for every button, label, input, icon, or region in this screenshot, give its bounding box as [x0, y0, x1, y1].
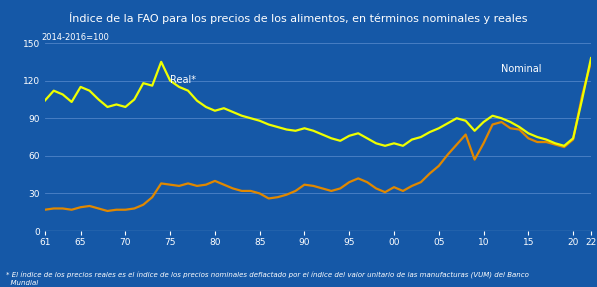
Text: * El índice de los precios reales es el índice de los precios nominales deflacta: * El índice de los precios reales es el …	[6, 272, 529, 286]
Text: 2014-2016=100: 2014-2016=100	[42, 33, 110, 42]
Text: Índice de la FAO para los precios de los alimentos, en términos nominales y real: Índice de la FAO para los precios de los…	[69, 12, 528, 24]
Text: Nominal: Nominal	[501, 64, 542, 74]
Text: Real*: Real*	[170, 75, 196, 85]
